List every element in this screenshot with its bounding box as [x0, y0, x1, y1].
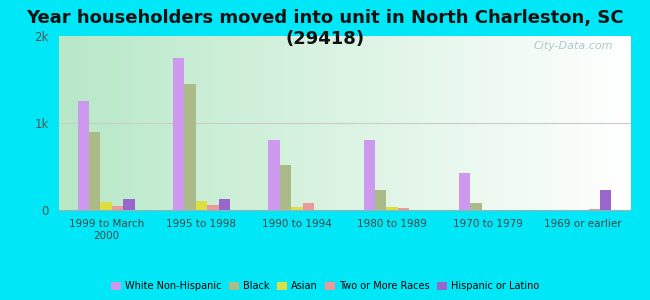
Bar	[112, 206, 124, 210]
Bar	[398, 208, 410, 210]
Bar	[185, 84, 196, 210]
Bar	[302, 203, 314, 210]
Bar	[207, 205, 218, 210]
Text: City-Data.com: City-Data.com	[534, 41, 614, 51]
Bar	[89, 132, 101, 210]
Bar	[459, 173, 471, 210]
Bar	[280, 165, 291, 210]
Bar	[101, 202, 112, 210]
Bar	[196, 201, 207, 210]
Bar	[375, 190, 387, 210]
Legend: White Non-Hispanic, Black, Asian, Two or More Races, Hispanic or Latino: White Non-Hispanic, Black, Asian, Two or…	[107, 278, 543, 295]
Text: Year householders moved into unit in North Charleston, SC (29418): Year householders moved into unit in Nor…	[26, 9, 624, 48]
Bar	[471, 203, 482, 210]
Bar	[600, 190, 612, 210]
Bar	[268, 140, 280, 210]
Bar	[387, 207, 398, 210]
Bar	[291, 207, 302, 210]
Bar	[77, 101, 89, 210]
Bar	[173, 58, 185, 210]
Bar	[124, 199, 135, 210]
Bar	[363, 140, 375, 210]
Bar	[218, 199, 230, 210]
Bar	[588, 209, 600, 210]
